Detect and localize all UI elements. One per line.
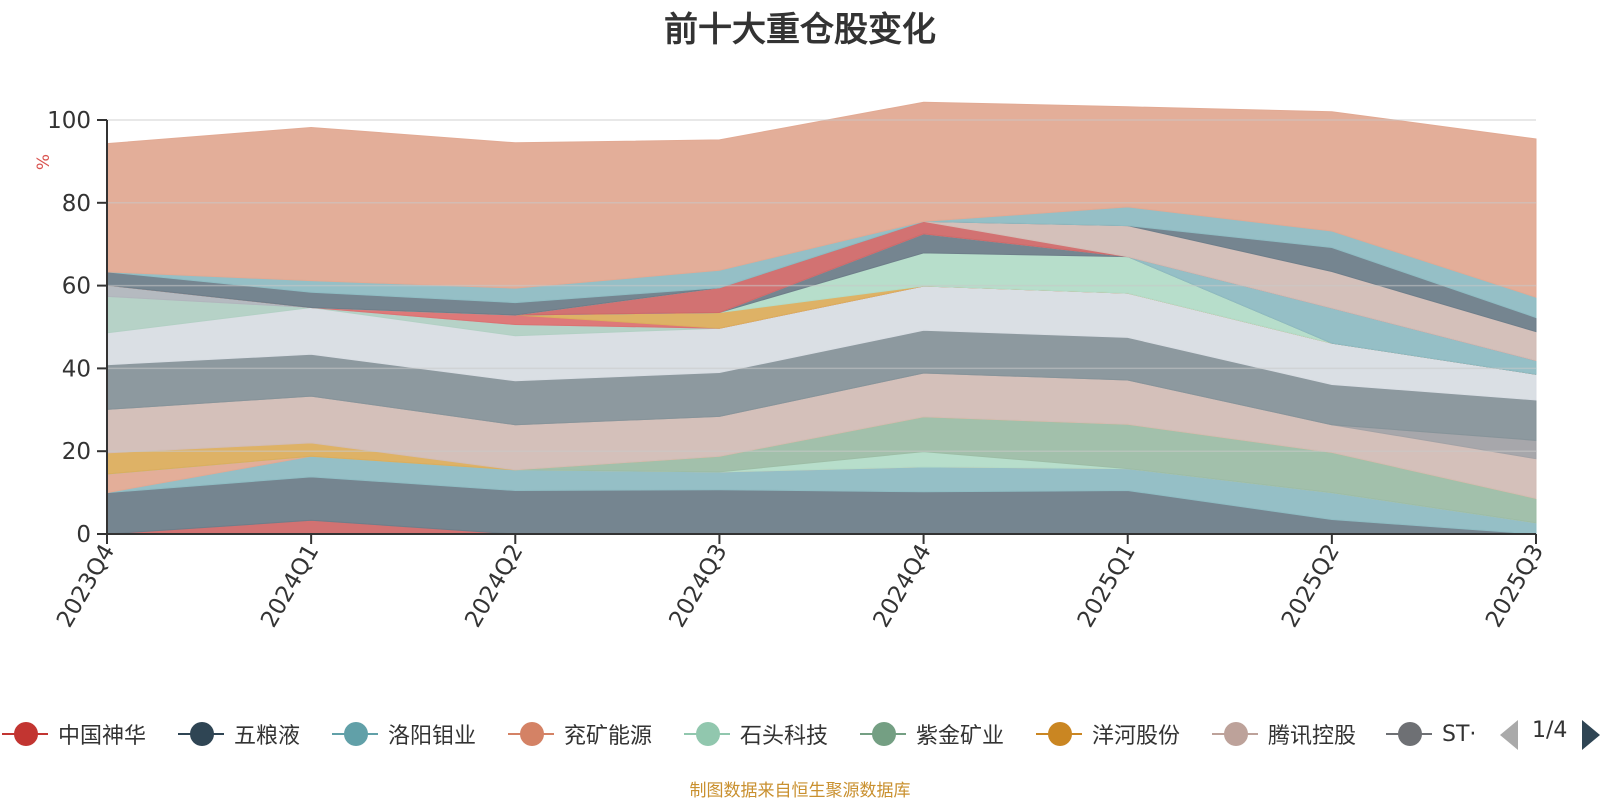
y-tick-label: 60 bbox=[62, 274, 91, 300]
x-tick-label: 2023Q4 bbox=[52, 540, 120, 632]
y-tick-label: 20 bbox=[62, 439, 91, 465]
x-tick-label: 2024Q4 bbox=[869, 540, 937, 632]
x-tick-label: 2024Q3 bbox=[664, 540, 732, 632]
legend-marker-icon bbox=[1384, 716, 1434, 752]
legend-next-arrow-icon[interactable] bbox=[1582, 720, 1600, 750]
legend-item[interactable]: 石头科技 bbox=[682, 716, 828, 752]
x-tick-label: 2024Q1 bbox=[256, 540, 324, 632]
legend-marker-icon bbox=[330, 716, 380, 752]
legend-pager: 1/4 bbox=[1500, 716, 1600, 752]
legend-item[interactable]: 紫金矿业 bbox=[858, 716, 1004, 752]
legend-label: 兖矿能源 bbox=[564, 724, 653, 749]
legend-item[interactable]: 五粮液 bbox=[176, 716, 300, 752]
legend: 中国神华 五粮液 洛阳钼业 兖矿能源 石头科技 紫金矿业 洋河股份 腾讯控股 ST· bbox=[0, 716, 1600, 752]
legend-marker-icon bbox=[0, 716, 50, 752]
y-axis-label: % bbox=[34, 154, 54, 170]
legend-item[interactable]: ST· bbox=[1384, 716, 1476, 752]
legend-label: 五粮液 bbox=[234, 724, 301, 749]
legend-item[interactable]: 洛阳钼业 bbox=[330, 716, 476, 752]
x-tick-label: 2025Q2 bbox=[1277, 540, 1345, 632]
x-tick-label: 2025Q3 bbox=[1481, 540, 1549, 632]
legend-item[interactable]: 中国神华 bbox=[0, 716, 146, 752]
y-tick-label: 100 bbox=[47, 108, 91, 134]
legend-marker-icon bbox=[506, 716, 556, 752]
legend-marker-icon bbox=[1034, 716, 1084, 752]
y-tick-label: 80 bbox=[62, 191, 91, 217]
source-note: 制图数据来自恒生聚源数据库 bbox=[689, 781, 911, 801]
legend-label: 中国神华 bbox=[58, 724, 147, 749]
x-tick-label: 2024Q2 bbox=[460, 540, 528, 632]
legend-prev-arrow-icon[interactable] bbox=[1500, 720, 1518, 750]
legend-item[interactable]: 兖矿能源 bbox=[506, 716, 652, 752]
legend-marker-icon bbox=[682, 716, 732, 752]
y-tick-label: 0 bbox=[76, 522, 91, 548]
legend-marker-icon bbox=[1210, 716, 1260, 752]
chart-title: 前十大重仓股变化 bbox=[664, 10, 936, 50]
stacked-areas bbox=[106, 101, 1537, 535]
legend-label: 洋河股份 bbox=[1092, 724, 1181, 749]
x-tick-label: 2025Q1 bbox=[1073, 540, 1141, 632]
legend-marker-icon bbox=[176, 716, 226, 752]
legend-item[interactable]: 腾讯控股 bbox=[1210, 716, 1356, 752]
legend-label: ST· bbox=[1442, 721, 1477, 747]
legend-label: 石头科技 bbox=[740, 724, 829, 749]
legend-label: 洛阳钼业 bbox=[388, 724, 477, 749]
legend-label: 紫金矿业 bbox=[916, 724, 1005, 749]
y-tick-label: 40 bbox=[62, 356, 91, 382]
legend-page-indicator: 1/4 bbox=[1532, 718, 1568, 743]
legend-item[interactable]: 洋河股份 bbox=[1034, 716, 1180, 752]
legend-label: 腾讯控股 bbox=[1268, 724, 1357, 749]
legend-items: 中国神华 五粮液 洛阳钼业 兖矿能源 石头科技 紫金矿业 洋河股份 腾讯控股 ST· bbox=[0, 716, 1480, 752]
legend-marker-icon bbox=[858, 716, 908, 752]
